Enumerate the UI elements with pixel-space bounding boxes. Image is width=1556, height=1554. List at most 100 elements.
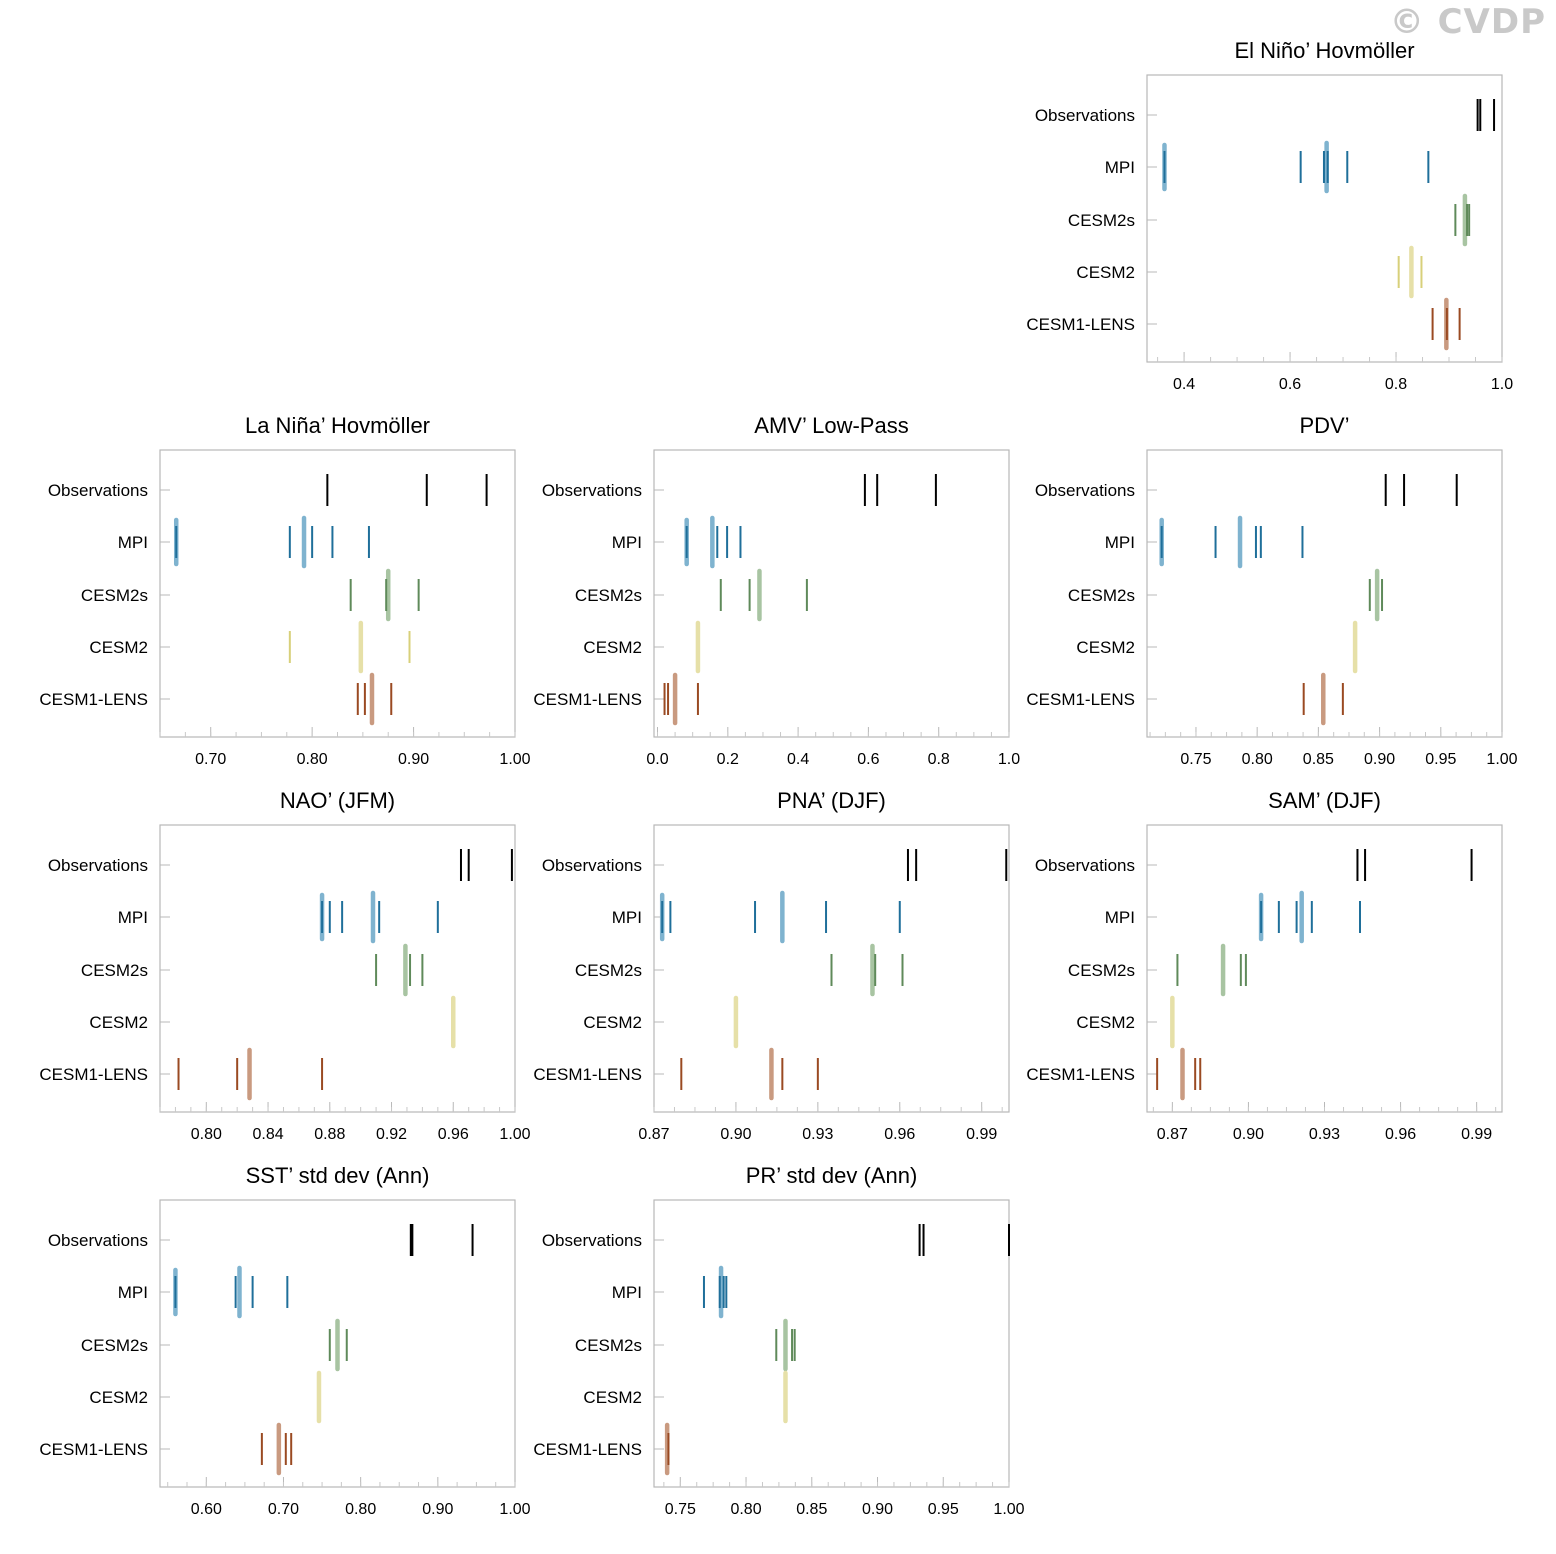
panel-title: SAM’ (DJF) <box>1268 788 1381 813</box>
x-tick-label: 0.0 <box>646 751 668 768</box>
x-tick-label: 0.85 <box>796 1501 827 1518</box>
x-tick-label: 0.87 <box>638 1126 669 1143</box>
row-label: Observations <box>48 481 148 500</box>
x-tick-label: 1.00 <box>499 751 530 768</box>
x-tick-label: 0.6 <box>1279 376 1301 393</box>
row-label: CESM1-LENS <box>533 690 642 709</box>
panel-title: PNA’ (DJF) <box>777 788 886 813</box>
x-tick-label: 0.4 <box>787 751 809 768</box>
row-label: CESM2s <box>1068 211 1135 230</box>
panel-2: La Niña’ Hovmöller Observations MPI CESM2s C… <box>39 413 530 768</box>
x-tick-label: 0.96 <box>1385 1126 1416 1143</box>
panel-title: El Niño’ Hovmöller <box>1234 38 1414 63</box>
panel-7: SAM’ (DJF) Observations MPI CESM2s CESM2 CESM… <box>1026 788 1503 1143</box>
panel-6: PNA’ (DJF) Observations MPI CESM2s CESM2 CESM… <box>533 788 1010 1143</box>
x-tick-label: 0.2 <box>717 751 739 768</box>
panel-title: PDV’ <box>1299 413 1349 438</box>
x-tick-label: 0.90 <box>862 1501 893 1518</box>
row-label: MPI <box>118 1283 148 1302</box>
row-label: CESM2s <box>575 586 642 605</box>
row-label: MPI <box>1105 533 1135 552</box>
x-tick-label: 0.96 <box>438 1126 469 1143</box>
x-tick-label: 0.4 <box>1173 376 1195 393</box>
row-label: CESM1-LENS <box>39 1065 148 1084</box>
row-label: Observations <box>1035 106 1135 125</box>
x-tick-label: 0.93 <box>802 1126 833 1143</box>
row-label: MPI <box>118 908 148 927</box>
x-tick-label: 1.00 <box>1486 751 1517 768</box>
x-tick-label: 0.87 <box>1157 1126 1188 1143</box>
row-label: CESM2s <box>81 961 148 980</box>
panel-title: PR’ std dev (Ann) <box>746 1163 918 1188</box>
row-label: CESM1-LENS <box>533 1065 642 1084</box>
row-label: MPI <box>1105 158 1135 177</box>
row-label: CESM2s <box>81 1336 148 1355</box>
row-label: CESM2 <box>583 1388 642 1407</box>
x-tick-label: 0.80 <box>191 1126 222 1143</box>
x-tick-label: 0.75 <box>1180 751 1211 768</box>
plot-frame <box>159 449 516 738</box>
x-tick-label: 0.8 <box>1385 376 1407 393</box>
row-label: CESM1-LENS <box>1026 1065 1135 1084</box>
row-label: CESM2s <box>1068 586 1135 605</box>
plot-frame <box>159 824 516 1113</box>
row-label: CESM1-LENS <box>1026 690 1135 709</box>
row-label: CESM2 <box>1076 1013 1135 1032</box>
row-label: CESM2s <box>575 1336 642 1355</box>
row-label: CESM2 <box>1076 638 1135 657</box>
panel-9: PR’ std dev (Ann) Observations MPI CESM2s CE… <box>533 1163 1024 1518</box>
x-tick-label: 1.00 <box>993 1501 1024 1518</box>
x-tick-label: 0.90 <box>1364 751 1395 768</box>
row-label: CESM2s <box>1068 961 1135 980</box>
plot-frame <box>653 1199 1010 1488</box>
row-label: Observations <box>542 1231 642 1250</box>
x-tick-label: 0.80 <box>345 1501 376 1518</box>
row-label: Observations <box>48 856 148 875</box>
x-tick-label: 1.0 <box>998 751 1020 768</box>
plot-frame <box>653 824 1010 1113</box>
row-label: Observations <box>1035 481 1135 500</box>
panel-1: El Niño’ Hovmöller Observations MPI CESM2s C… <box>1026 38 1513 393</box>
x-tick-label: 0.80 <box>1242 751 1273 768</box>
row-label: MPI <box>612 908 642 927</box>
x-tick-label: 0.99 <box>966 1126 997 1143</box>
x-tick-label: 0.96 <box>884 1126 915 1143</box>
x-tick-label: 0.84 <box>252 1126 283 1143</box>
x-tick-label: 0.8 <box>928 751 950 768</box>
x-tick-label: 0.90 <box>1233 1126 1264 1143</box>
x-tick-label: 0.80 <box>297 751 328 768</box>
row-label: CESM2 <box>583 638 642 657</box>
x-tick-label: 0.70 <box>268 1501 299 1518</box>
x-tick-label: 1.00 <box>499 1126 530 1143</box>
row-label: Observations <box>48 1231 148 1250</box>
panel-3: AMV’ Low-Pass Observations MPI CESM2s CESM2 C… <box>533 413 1020 768</box>
row-label: CESM2 <box>89 1388 148 1407</box>
panel-8: SST’ std dev (Ann) Observations MPI CESM2s C… <box>39 1163 530 1518</box>
row-label: CESM2 <box>1076 263 1135 282</box>
panel-4: PDV’ Observations MPI CESM2s CESM2 CESM1-LENS… <box>1026 413 1517 768</box>
row-label: CESM2s <box>81 586 148 605</box>
row-label: CESM2s <box>575 961 642 980</box>
panel-title: La Niña’ Hovmöller <box>245 413 430 438</box>
x-tick-label: 0.95 <box>1425 751 1456 768</box>
panel-title: AMV’ Low-Pass <box>754 413 908 438</box>
plot-frame <box>1146 74 1503 363</box>
row-label: CESM2 <box>89 1013 148 1032</box>
x-tick-label: 1.00 <box>499 1501 530 1518</box>
plot-frame <box>1146 449 1503 738</box>
row-label: MPI <box>612 533 642 552</box>
x-tick-label: 0.60 <box>191 1501 222 1518</box>
plot-frame <box>653 449 1010 738</box>
row-label: Observations <box>542 481 642 500</box>
plot-frame <box>159 1199 516 1488</box>
x-tick-label: 0.6 <box>857 751 879 768</box>
x-tick-label: 0.90 <box>398 751 429 768</box>
row-label: Observations <box>1035 856 1135 875</box>
x-tick-label: 0.93 <box>1309 1126 1340 1143</box>
x-tick-label: 0.88 <box>314 1126 345 1143</box>
row-label: Observations <box>542 856 642 875</box>
x-tick-label: 0.92 <box>376 1126 407 1143</box>
row-label: CESM1-LENS <box>39 690 148 709</box>
panel-5: NAO’ (JFM) Observations MPI CESM2s CESM2 CESM… <box>39 788 530 1143</box>
